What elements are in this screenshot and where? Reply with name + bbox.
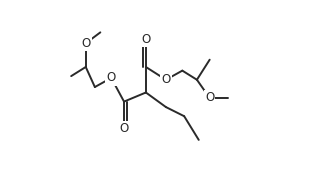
Text: O: O: [107, 71, 116, 84]
Text: O: O: [141, 33, 151, 46]
Text: O: O: [205, 91, 214, 105]
Text: O: O: [119, 122, 129, 135]
Text: O: O: [161, 73, 171, 86]
Text: O: O: [81, 37, 91, 50]
